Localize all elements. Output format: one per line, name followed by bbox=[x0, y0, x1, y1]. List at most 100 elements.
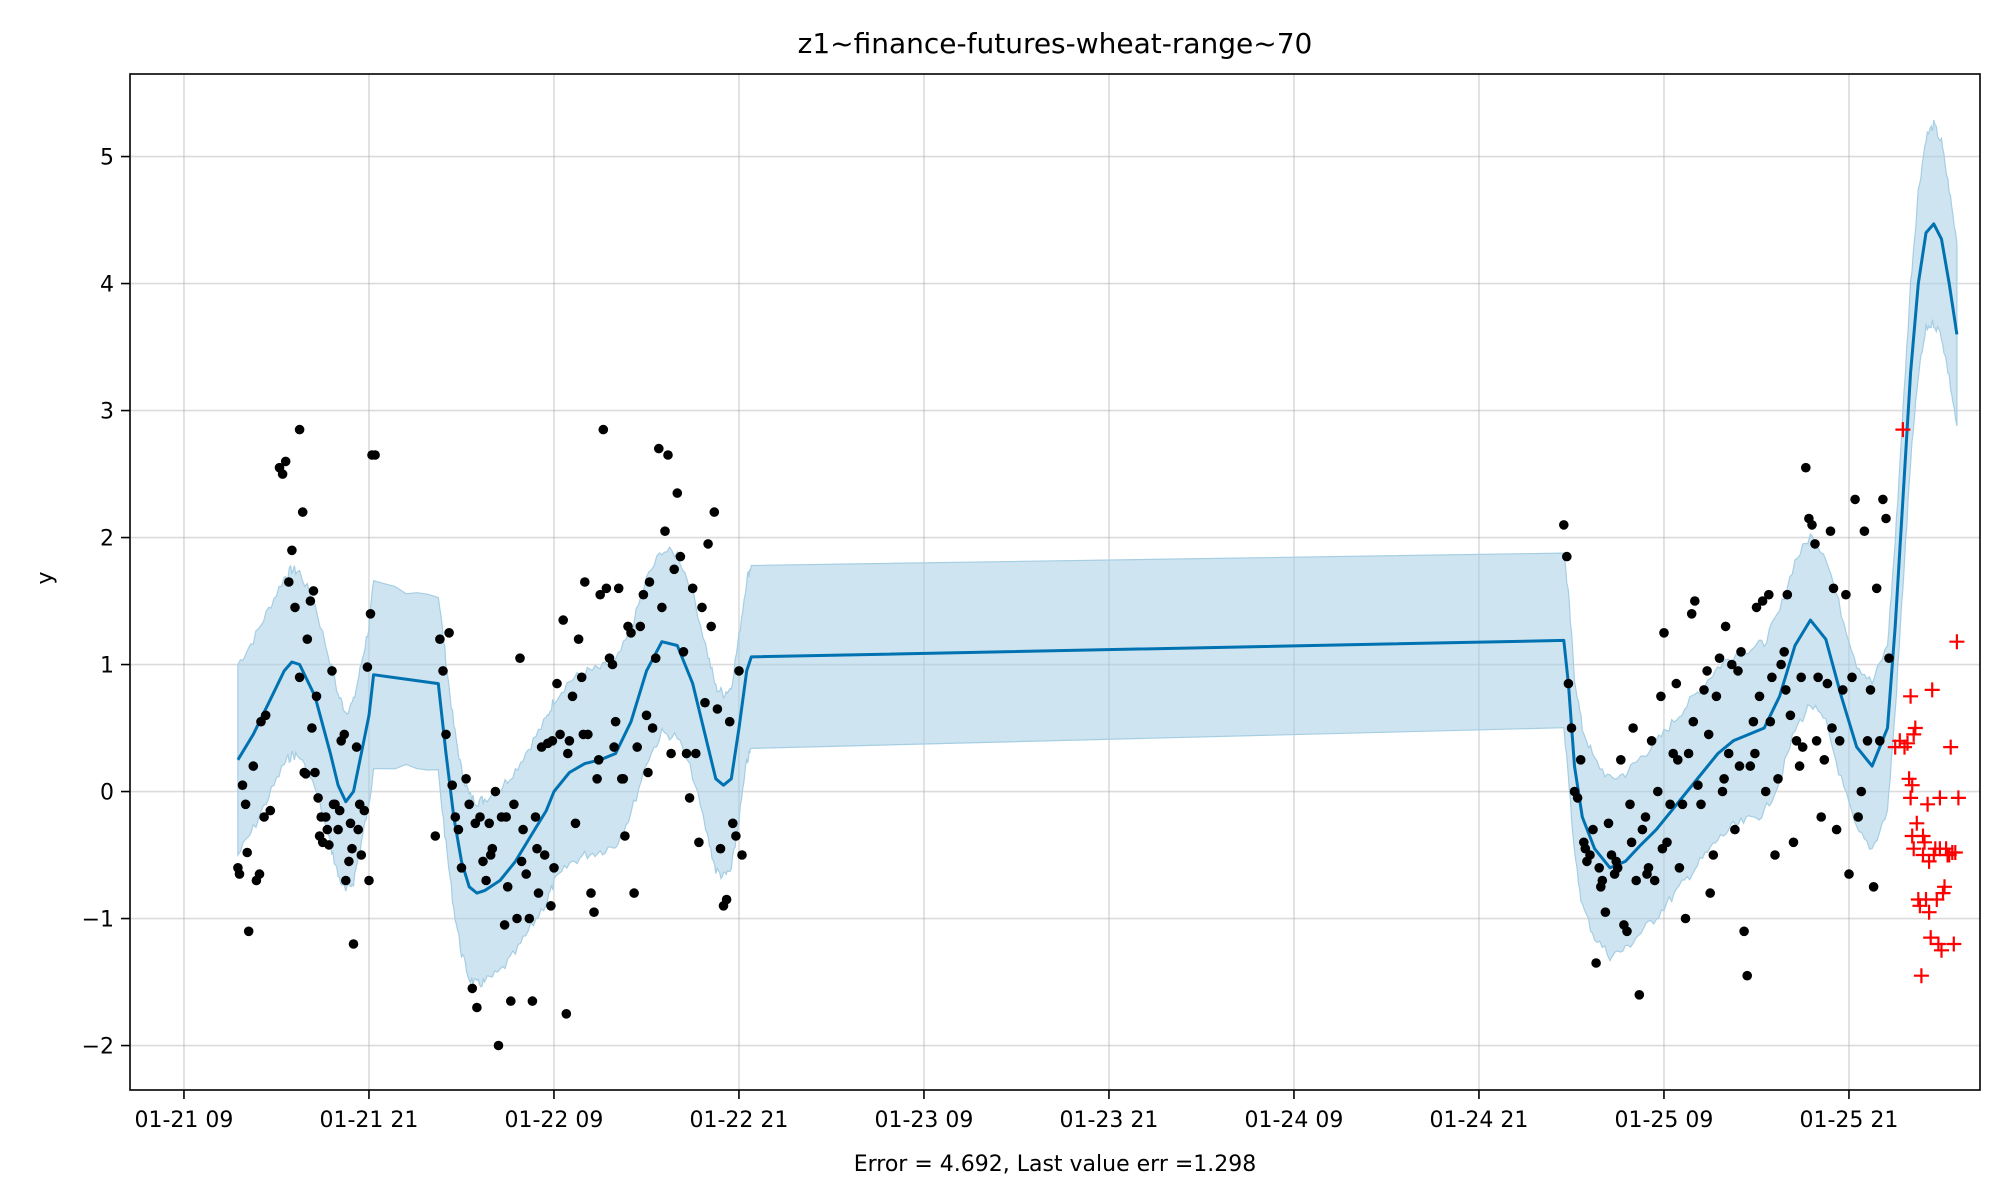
test-point bbox=[1903, 688, 1919, 704]
observed-point bbox=[1834, 736, 1845, 746]
observed-point bbox=[1754, 691, 1765, 702]
observed-point bbox=[1781, 685, 1791, 695]
observed-point bbox=[644, 577, 655, 587]
test-point bbox=[1950, 790, 1966, 806]
observed-point bbox=[356, 850, 367, 860]
test-point bbox=[1949, 634, 1965, 650]
observed-point bbox=[348, 939, 359, 949]
observed-point bbox=[1674, 863, 1685, 873]
observed-point bbox=[715, 843, 726, 854]
observed-point bbox=[316, 812, 327, 822]
observed-point bbox=[1723, 748, 1734, 759]
observed-point bbox=[546, 901, 556, 911]
test-point bbox=[1932, 790, 1948, 806]
observed-point bbox=[1868, 882, 1879, 892]
observed-point bbox=[1875, 736, 1885, 746]
observed-point bbox=[1760, 786, 1771, 797]
test-point bbox=[1895, 422, 1911, 438]
observed-point bbox=[1828, 583, 1839, 594]
observed-point bbox=[1600, 907, 1611, 917]
observed-point bbox=[684, 793, 695, 803]
y-axis: −2 −1 0 1 2 3 4 5 bbox=[82, 146, 130, 1060]
observed-point bbox=[1686, 609, 1697, 619]
observed-point bbox=[552, 678, 562, 689]
observed-point bbox=[1796, 672, 1806, 683]
observed-point bbox=[1719, 774, 1729, 784]
observed-point bbox=[1703, 729, 1714, 740]
observed-point bbox=[1745, 761, 1756, 771]
observed-point bbox=[1856, 786, 1867, 797]
observed-point bbox=[629, 888, 639, 898]
observed-point bbox=[728, 818, 738, 829]
observed-point bbox=[259, 812, 269, 822]
observed-point bbox=[1825, 526, 1836, 536]
x-tick-label: 01-23 21 bbox=[1059, 1108, 1158, 1133]
observed-point bbox=[650, 653, 661, 663]
observed-point bbox=[1791, 736, 1802, 746]
observed-point bbox=[1801, 462, 1811, 473]
observed-point bbox=[1750, 748, 1760, 759]
observed-point bbox=[1878, 494, 1888, 505]
observed-point bbox=[334, 805, 345, 816]
observed-point bbox=[1640, 812, 1651, 822]
observed-point bbox=[703, 539, 713, 549]
observed-point bbox=[490, 786, 501, 797]
observed-point bbox=[524, 913, 535, 924]
observed-point bbox=[444, 628, 454, 638]
observed-point bbox=[1702, 666, 1712, 676]
observed-point bbox=[610, 716, 621, 727]
observed-point bbox=[1794, 761, 1805, 771]
observed-point bbox=[470, 818, 481, 829]
observed-point bbox=[1831, 824, 1842, 835]
observed-point bbox=[1580, 843, 1591, 854]
observed-point bbox=[453, 824, 464, 835]
y-tick-label: 0 bbox=[100, 781, 114, 806]
observed-point bbox=[1884, 653, 1894, 663]
observed-point bbox=[663, 450, 673, 460]
observed-point bbox=[595, 589, 605, 600]
observed-point bbox=[518, 824, 528, 835]
observed-point bbox=[237, 780, 248, 790]
observed-point bbox=[1566, 723, 1577, 733]
observed-point bbox=[307, 723, 317, 733]
x-tick-label: 01-21 09 bbox=[134, 1108, 233, 1133]
observed-point bbox=[1711, 691, 1722, 702]
observed-point bbox=[672, 488, 683, 498]
observed-point bbox=[435, 634, 445, 644]
x-tick-label: 01-24 21 bbox=[1429, 1108, 1528, 1133]
observed-point bbox=[311, 691, 322, 702]
observed-point bbox=[365, 609, 376, 619]
observed-point bbox=[1649, 875, 1660, 886]
observed-point bbox=[530, 812, 541, 822]
observed-point bbox=[1671, 678, 1682, 689]
observed-point bbox=[333, 824, 343, 835]
observed-point bbox=[564, 736, 575, 746]
observed-point bbox=[721, 894, 732, 905]
observed-point bbox=[1853, 812, 1863, 822]
observed-point bbox=[660, 526, 670, 536]
observed-point bbox=[613, 583, 624, 594]
observed-point bbox=[370, 450, 380, 460]
observed-point bbox=[734, 666, 744, 676]
observed-point bbox=[700, 697, 710, 708]
x-tick-label: 01-21 21 bbox=[319, 1108, 418, 1133]
y-tick-label: 2 bbox=[100, 527, 114, 552]
x-tick-label: 01-25 21 bbox=[1799, 1108, 1898, 1133]
test-point bbox=[1920, 796, 1936, 812]
observed-point bbox=[691, 748, 701, 759]
observed-point bbox=[547, 736, 558, 746]
observed-point bbox=[1782, 589, 1793, 600]
test-point bbox=[1909, 815, 1925, 831]
observed-point bbox=[240, 799, 251, 810]
observed-point bbox=[294, 672, 305, 683]
y-axis-label: y bbox=[33, 571, 58, 584]
observed-point bbox=[586, 888, 596, 898]
observed-point bbox=[447, 780, 458, 790]
observed-point bbox=[1881, 513, 1891, 524]
observed-point bbox=[580, 577, 590, 587]
observed-point bbox=[509, 799, 519, 810]
observed-point bbox=[1705, 888, 1715, 898]
observed-point bbox=[1770, 850, 1780, 860]
observed-point bbox=[499, 920, 510, 930]
observed-point bbox=[1733, 666, 1743, 676]
